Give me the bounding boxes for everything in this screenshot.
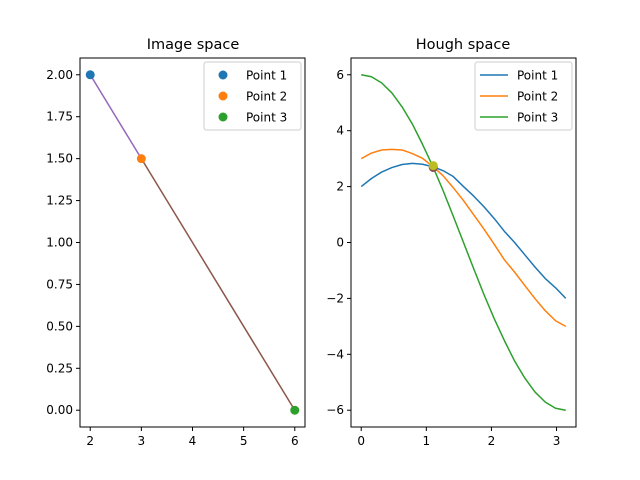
image-space-legend-box (203, 61, 302, 131)
hough-space-y-tick-label: 2 (336, 180, 344, 194)
image-space-point-3 (290, 405, 300, 415)
hough-space-x-tick-label: 1 (423, 434, 431, 448)
image-space-point-1 (85, 70, 95, 80)
image-space-y-tick-label: 1.00 (46, 236, 73, 250)
image-space-points (85, 70, 300, 415)
image-space-lines (89, 74, 296, 411)
image-space-x-tick-label: 6 (291, 434, 299, 448)
image-space-y-ticks: 0.00 0.25 0.50 0.75 1.00 1.25 1.50 1.75 2.00 (46, 68, 80, 417)
image-space-y-tick-label: 0.75 (46, 277, 73, 291)
image-space-legend-marker (218, 112, 228, 122)
hough-space-y-tick-label: 0 (336, 236, 344, 250)
hough-space-y-tick-label: −6 (326, 403, 344, 417)
image-space-x-ticks: 2 3 4 5 6 (86, 427, 299, 448)
hough-space-y-tick-label: −2 (326, 291, 344, 305)
hough-space-legend: Point 1 Point 2 Point 3 (474, 61, 573, 131)
hough-intersection-marker-3 (428, 161, 438, 171)
hough-space-x-tick-label: 0 (357, 434, 365, 448)
hough-space-legend-label: Point 3 (517, 111, 558, 125)
hough-curve-point-3 (361, 74, 566, 411)
hough-space-title: Hough space (416, 37, 511, 53)
image-space-legend-marker (218, 91, 228, 101)
image-space-x-tick-label: 3 (138, 434, 146, 448)
image-space-legend-label: Point 3 (246, 111, 287, 125)
image-space-x-tick-label: 4 (189, 434, 197, 448)
image-space-y-tick-label: 1.75 (46, 110, 73, 124)
image-space-x-tick-label: 2 (86, 434, 94, 448)
hough-space-intersections (428, 161, 438, 172)
image-space-y-tick-label: 2.00 (46, 68, 73, 82)
image-space-panel: Image space 2 3 4 5 6 0.00 0.25 0.50 0.75 1.00 1.… (46, 37, 306, 448)
image-space-legend: Point 1 Point 2 Point 3 (203, 61, 302, 131)
hough-space-x-ticks: 0 1 2 3 (357, 427, 560, 448)
hough-space-y-ticks: −6 −4 −2 0 2 4 6 (326, 68, 351, 417)
image-space-line-1 (89, 74, 143, 160)
hough-space-y-tick-label: −4 (326, 347, 344, 361)
image-space-title: Image space (147, 37, 240, 53)
hough-curve-point-1 (360, 162, 567, 299)
hough-space-y-tick-label: 4 (336, 124, 344, 138)
hough-space-y-tick-label: 6 (336, 68, 344, 82)
image-space-y-tick-label: 0.25 (46, 361, 73, 375)
image-space-x-tick-label: 5 (240, 434, 248, 448)
image-space-y-tick-label: 0.50 (46, 319, 73, 333)
image-space-y-tick-label: 1.50 (46, 152, 73, 166)
image-space-y-tick-label: 1.25 (46, 194, 73, 208)
image-space-y-tick-label: 0.00 (46, 403, 73, 417)
hough-space-x-tick-label: 3 (553, 434, 561, 448)
hough-space-x-tick-label: 2 (488, 434, 496, 448)
image-space-line-2 (140, 158, 296, 411)
image-space-legend-marker (218, 70, 228, 80)
hough-space-legend-label: Point 1 (517, 69, 558, 83)
hough-space-curves (360, 74, 567, 411)
hough-space-legend-label: Point 2 (517, 90, 558, 104)
image-space-axes-frame (79, 57, 306, 428)
image-space-legend-label: Point 1 (246, 69, 287, 83)
hough-space-legend-box (474, 61, 573, 131)
hough-space-axes-frame (350, 57, 577, 428)
image-space-point-2 (136, 154, 146, 164)
image-space-legend-label: Point 2 (246, 90, 287, 104)
hough-curve-point-2 (360, 148, 567, 328)
